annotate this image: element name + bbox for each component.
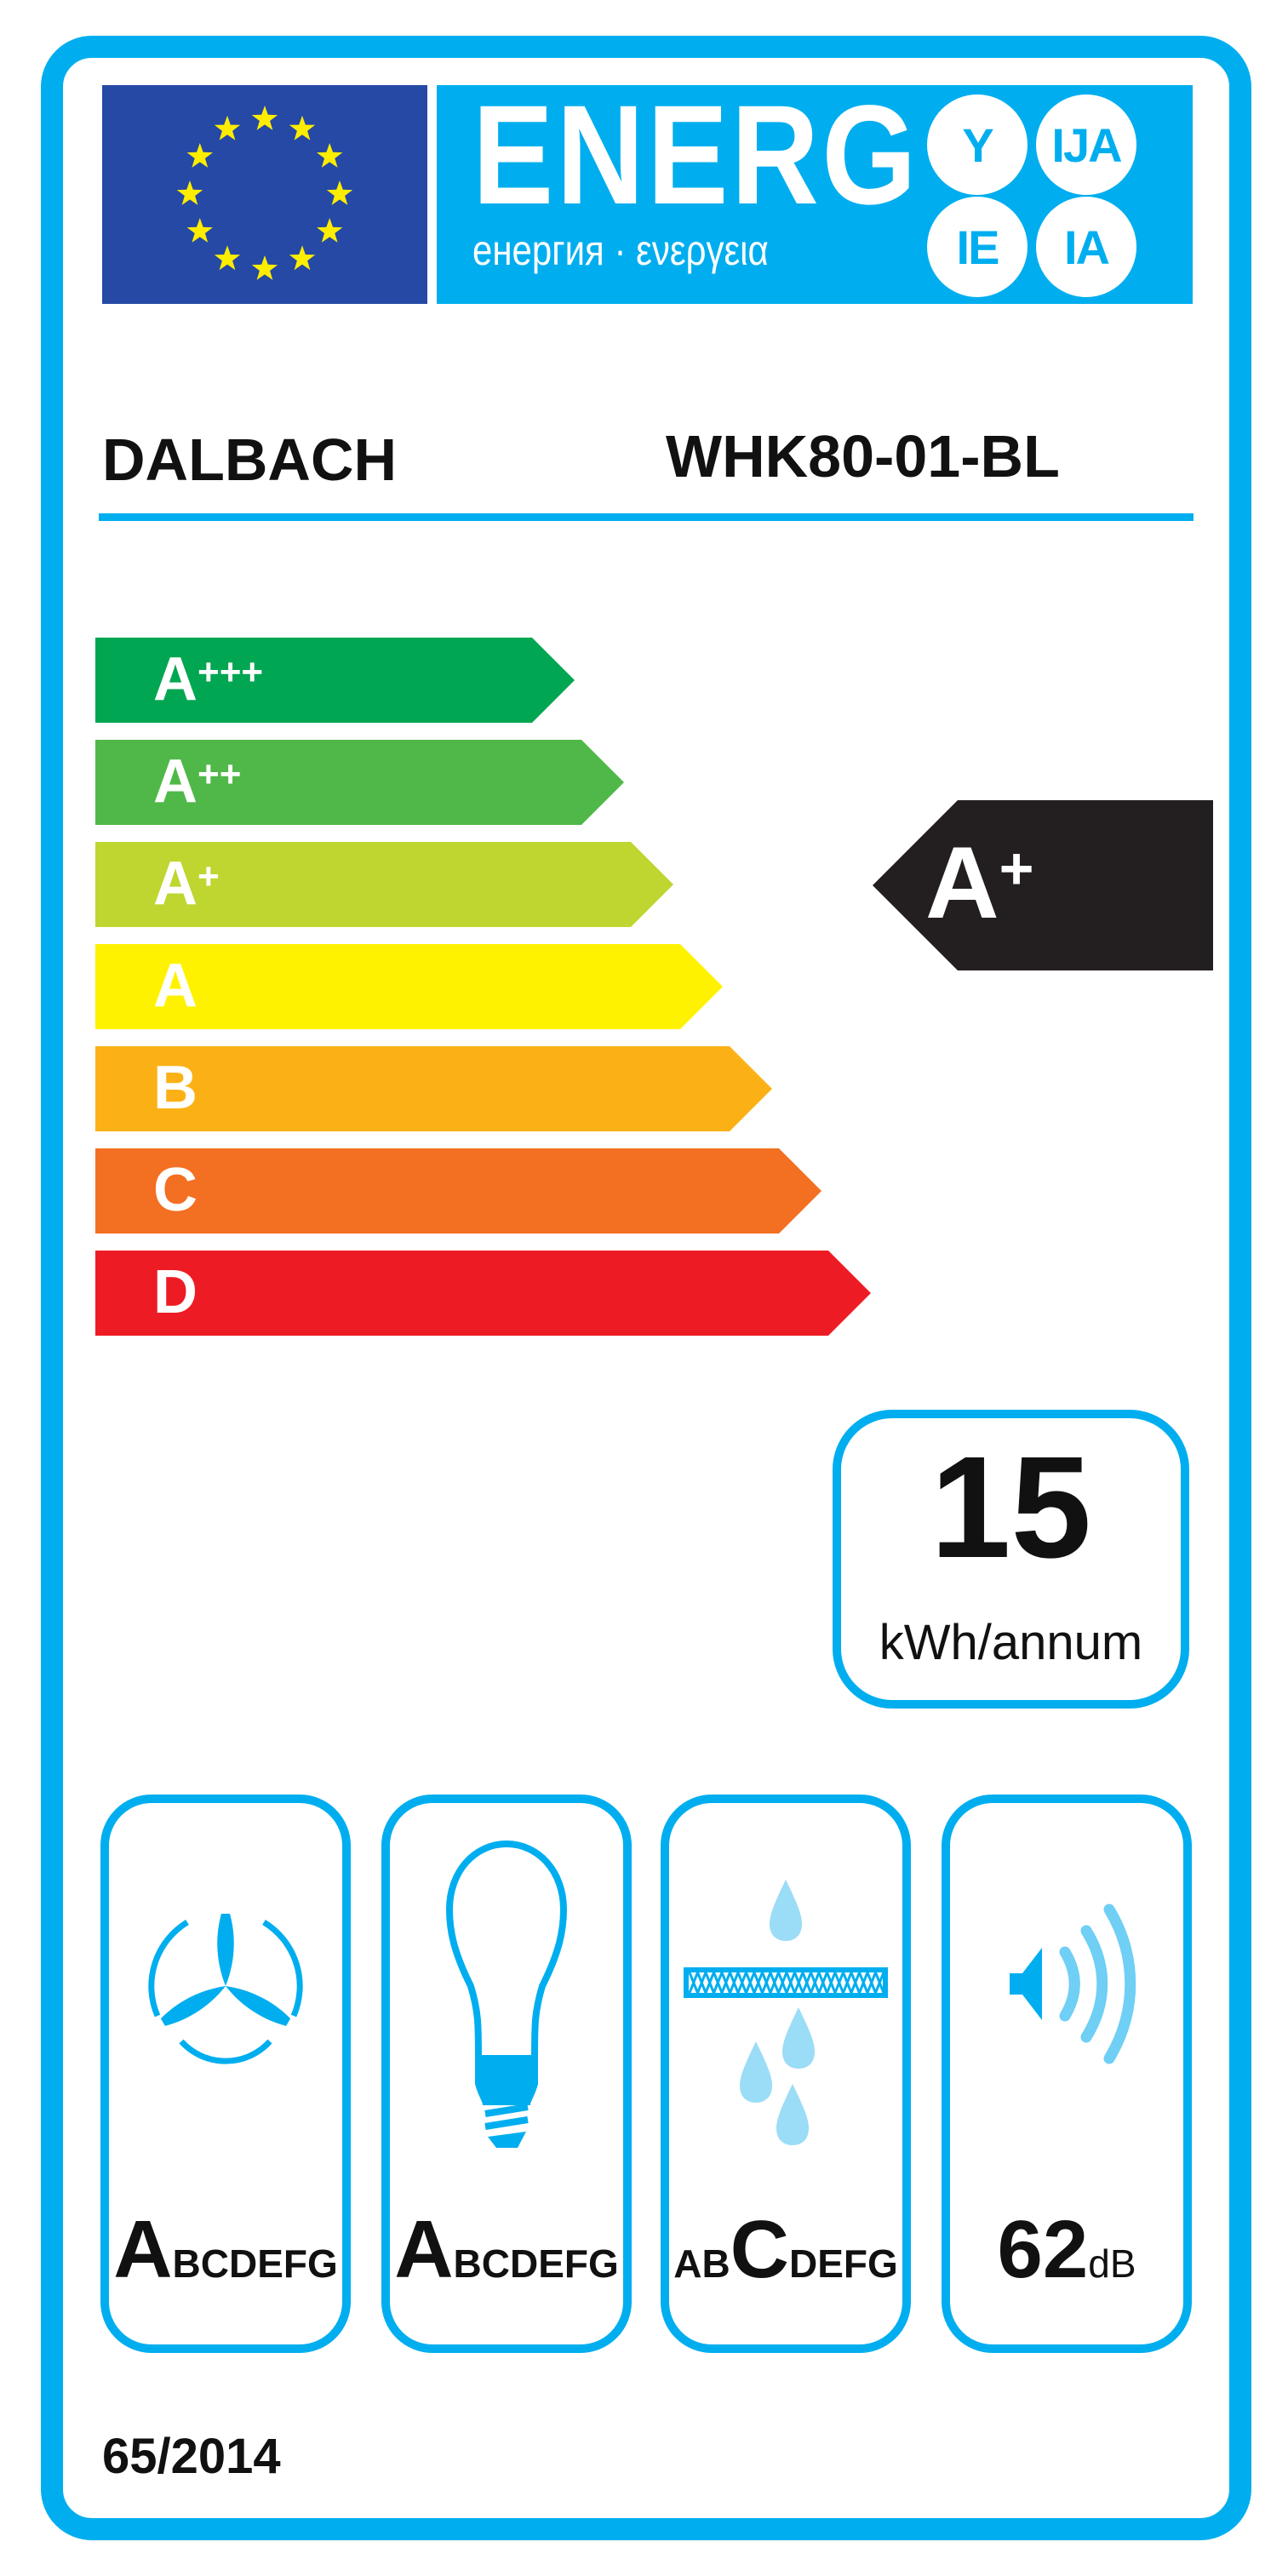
bar-letter: A (153, 645, 197, 713)
star-icon (214, 115, 241, 140)
class-prefix: AB (673, 2241, 730, 2286)
bar-arrow (95, 1251, 871, 1336)
light-bulb-icon (445, 1840, 568, 2148)
energy-class-bar: A (95, 944, 723, 1029)
class-suffix: BCDEFG (453, 2241, 619, 2286)
rating-letter: A (925, 826, 999, 940)
noise-box: 62dB (942, 1795, 1192, 2353)
bar-arrow (95, 638, 575, 723)
noise-unit: dB (1088, 2241, 1136, 2286)
class-suffix: BCDEFG (172, 2241, 338, 2286)
energy-class-scale: ABCDEFG (390, 2203, 623, 2297)
energy-class-bar: B (95, 1046, 772, 1131)
bar-letter: A (153, 747, 197, 816)
suffix-circle: IA (1036, 197, 1136, 297)
bar-plus: + (197, 856, 220, 897)
energy-class-bar: A++ (95, 740, 624, 825)
bar-label: A++ (153, 747, 241, 816)
bar-label: A (153, 951, 197, 1021)
star-icon (186, 143, 213, 168)
noise-value: 62dB (950, 2203, 1183, 2297)
suffix-circle: Y (927, 94, 1028, 195)
eu-flag (102, 85, 427, 304)
bar-arrow (95, 842, 673, 927)
bar-letter: D (153, 1258, 197, 1326)
consumption-unit: kWh/annum (879, 1615, 1143, 1670)
bar-arrow (95, 944, 723, 1029)
eu-stars-icon (176, 106, 353, 280)
regulation-number: 65/2014 (102, 2429, 281, 2484)
star-icon (186, 218, 213, 243)
bar-arrow (95, 1046, 772, 1131)
grease-filter-icon (684, 1880, 888, 2145)
bar-label: C (153, 1155, 197, 1225)
rating-plus: + (999, 835, 1034, 902)
bar-label: B (153, 1053, 197, 1123)
bar-arrow (95, 1148, 821, 1234)
bar-label: A+ (153, 849, 220, 919)
label-frame (41, 36, 1251, 2540)
bar-arrow (95, 740, 624, 825)
energy-class-bar: A+ (95, 842, 673, 927)
star-icon (176, 180, 203, 205)
class-suffix: DEFG (789, 2241, 898, 2286)
bar-letter: A (153, 952, 197, 1020)
class-selected: C (730, 2204, 789, 2295)
rating-indicator: A+ (873, 800, 1213, 970)
star-icon (317, 143, 343, 168)
energy-word: ENERG (472, 77, 919, 234)
bar-label: A+++ (153, 644, 263, 714)
energy-banner: ENERG енергия · ενεργεια Y IJA IE IA (437, 77, 1193, 304)
star-icon (289, 245, 316, 271)
energy-subtitle: енергия · ενεργεια (472, 226, 769, 274)
suffix-circle: IE (927, 197, 1028, 297)
energy-class-bar: D (95, 1251, 871, 1336)
bar-plus: ++ (197, 753, 242, 795)
bar-letter: A (153, 850, 197, 918)
consumption-value: 15 (930, 1427, 1092, 1589)
speaker-icon (1010, 1903, 1136, 2064)
bar-label: D (153, 1257, 197, 1327)
suffix-circle: IJA (1036, 94, 1136, 195)
lighting-efficiency-box: ABCDEFG (381, 1795, 632, 2353)
class-selected: A (113, 2204, 173, 2295)
fluid-dynamic-efficiency-box: ABCDEFG (100, 1795, 351, 2353)
star-icon (251, 106, 278, 130)
class-selected: A (394, 2204, 454, 2295)
divider (99, 513, 1194, 521)
star-icon (214, 245, 241, 271)
supplier-name: DALBACH (102, 426, 398, 493)
energy-class-bar: C (95, 1148, 821, 1234)
grease-filtering-efficiency-box: ABCDEFG (661, 1795, 911, 2353)
star-icon (289, 115, 316, 140)
bar-letter: C (153, 1156, 197, 1224)
fan-icon (148, 1914, 303, 2064)
energy-class-scale: ABCDEFG (669, 2203, 902, 2297)
consumption-box: 15 kWh/annum (833, 1410, 1189, 1709)
model-identifier: WHK80-01-BL (666, 423, 1060, 489)
bar-plus: +++ (197, 651, 264, 693)
bar-letter: B (153, 1054, 197, 1122)
star-icon (251, 255, 278, 280)
star-icon (317, 218, 343, 243)
energy-class-bar: A+++ (95, 638, 575, 723)
energy-class-scale: ABCDEFG (109, 2203, 342, 2297)
noise-number: 62 (997, 2204, 1089, 2295)
star-icon (326, 180, 353, 205)
